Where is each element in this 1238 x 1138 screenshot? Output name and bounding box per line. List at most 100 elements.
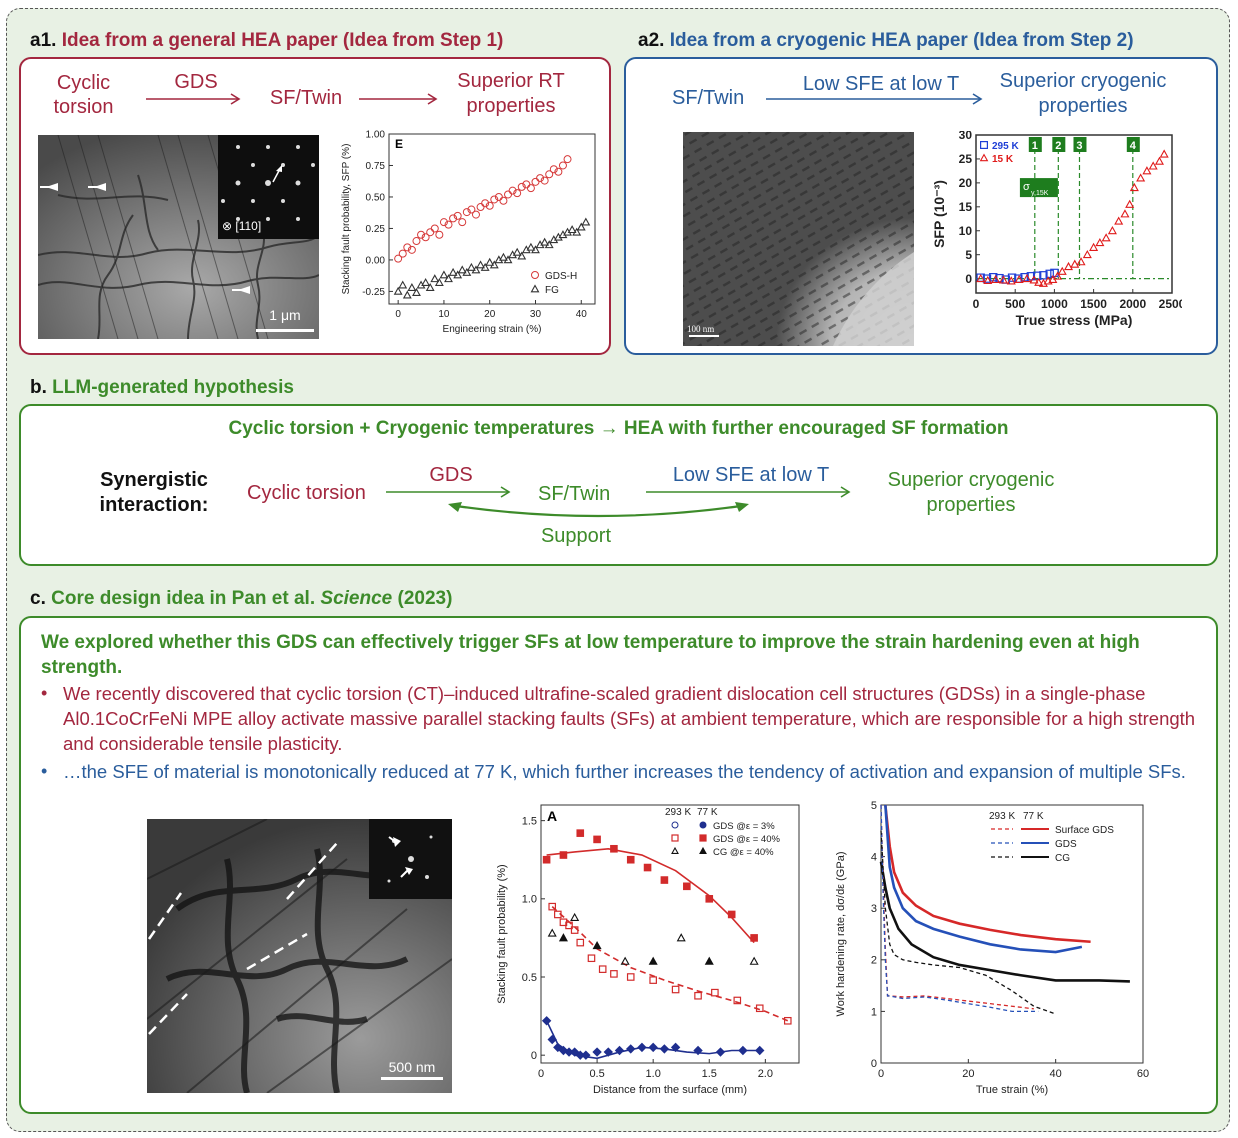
y-tick-label: 30 (959, 131, 973, 142)
x-tick-label: 1.5 (702, 1068, 717, 1080)
x-tick-label: 10 (438, 309, 450, 320)
data-point-gds-40-293k (610, 970, 618, 978)
data-point-FG (444, 274, 453, 283)
data-point-GDS-H (444, 220, 453, 229)
data-point-gds-40-293k (570, 926, 579, 934)
a1-zone-axis-label: ⊗ [110] (222, 219, 262, 233)
x-tick-label: 20 (962, 1068, 974, 1080)
data-point-GDS-H (526, 184, 535, 193)
stage-box (1126, 137, 1140, 152)
x-tick-label: 2.0 (758, 1068, 773, 1080)
legend-head-77k: 77 K (697, 807, 718, 818)
data-point-cg-40 (570, 912, 580, 922)
y-tick-label: 1.0 (522, 894, 537, 906)
y-tick-label: 1.00 (366, 130, 386, 141)
data-point-FG (489, 260, 499, 269)
data-point-15 K (1107, 226, 1117, 235)
data-point-gds-40-77k (727, 910, 736, 919)
heading-a1: a1. Idea from a general HEA paper (Idea … (30, 30, 503, 52)
data-point-FG (421, 277, 431, 286)
data-point-gds-3 (738, 1045, 748, 1056)
data-point-gds-3 (693, 1045, 703, 1056)
legend-marker-295 K (979, 141, 988, 150)
heading-c-text: Core design idea in Pan et al. (51, 588, 316, 609)
data-point-GDS-H (545, 170, 554, 179)
y-tick-label: 5 (871, 800, 877, 812)
data-point-FG (567, 225, 577, 234)
data-point-gds-40-293k (565, 921, 573, 930)
heading-c-year: (2023) (397, 588, 453, 609)
data-point-15 K (1006, 276, 1016, 285)
data-point-GDS-H (403, 243, 412, 252)
legend-label: GDS (1055, 839, 1077, 850)
data-point-gds-3 (569, 1047, 580, 1057)
x-axis-label: True strain (%) (976, 1084, 1048, 1096)
c-bullet2-marker: • (41, 761, 48, 781)
c-bullet1-marker: • (41, 683, 48, 703)
data-point-gds-3 (614, 1045, 625, 1056)
data-point-GDS-H (430, 224, 439, 233)
data-point-FG (453, 270, 463, 279)
y-tick-label: 0.25 (366, 224, 386, 235)
fit-curve (551, 906, 789, 1022)
panel-b: Cyclic torsion + Cryogenic temperatures … (19, 404, 1218, 566)
plot-frame (388, 133, 596, 305)
c-bullet2: …the SFE of material is monotonically re… (63, 761, 1186, 782)
a1-superior-rt: Superior RT properties (457, 70, 565, 117)
data-point-gds-3 (553, 1042, 563, 1053)
a2-arrow-1 (766, 93, 983, 105)
data-point-gds-40-293k (783, 1016, 792, 1025)
data-point-gds-3 (592, 1047, 602, 1057)
legend-marker-77k (699, 846, 707, 854)
a1-scalebar (256, 329, 314, 332)
data-point-gds-3 (659, 1044, 670, 1054)
data-point-15 K (1159, 149, 1169, 158)
legend-label: GDS @ε = 40% (713, 834, 780, 845)
data-point-gds-40-77k (705, 895, 714, 903)
data-point-FG (517, 251, 527, 260)
data-point-GDS-H (449, 214, 458, 223)
data-point-cg-40 (547, 928, 557, 937)
data-point-FG (393, 286, 403, 295)
chart-work-hardening: 0 20 40 60 0 1 2 3 4 5 True strain (%) Work hardeni… (835, 800, 1149, 1096)
heading-a1-text: Idea from a general HEA paper (Idea from… (61, 30, 504, 51)
data-point-FG (512, 247, 522, 256)
c-statement: We explored whether this GDS can effecti… (41, 632, 1140, 678)
data-point-GDS-H (499, 196, 508, 205)
data-point-15 K (1114, 216, 1124, 225)
legend-marker-293k (671, 834, 679, 842)
legend-marker-77k (699, 834, 707, 842)
x-axis-label: Engineering strain (%) (443, 324, 542, 335)
data-point-15 K (1082, 249, 1092, 259)
data-point-gds-40-293k (548, 902, 557, 911)
panel-letter-a: A (547, 808, 557, 824)
data-point-FG (398, 280, 408, 289)
y-axis-label: Work hardening rate, dσ/dε (GPa) (835, 852, 847, 1017)
data-point-gds-40-77k (593, 835, 601, 844)
stage-label: 1 (1032, 140, 1038, 152)
b-arrow-2 (646, 486, 851, 498)
plot-frame (540, 804, 800, 1064)
hypothesis-title: Cyclic torsion + Cryogenic temperatures … (228, 418, 1009, 439)
data-point-gds-3 (547, 1034, 557, 1045)
legend-head-77k: 77 K (1023, 811, 1044, 822)
stage-box (1073, 137, 1087, 152)
legend-label: FG (545, 285, 559, 296)
b-support-label: Support (540, 525, 612, 547)
x-tick-label: 1500 (1080, 297, 1107, 311)
heading-b-text: LLM-generated hypothesis (52, 377, 294, 398)
stage-box (1028, 137, 1042, 152)
data-point-GDS-H (508, 186, 517, 195)
data-point-GDS-H (554, 167, 563, 176)
x-tick-label: 500 (1005, 297, 1025, 311)
series-line-GDS 77 K (884, 804, 1083, 954)
data-point-gds-40-293k (711, 988, 719, 997)
data-point-cg-40 (676, 933, 686, 942)
data-point-FG (572, 227, 582, 236)
x-tick-label: 0 (878, 1068, 884, 1080)
data-point-FG (581, 217, 591, 226)
heading-a2-prefix: a2. (638, 30, 665, 51)
data-point-gds-3 (755, 1045, 765, 1056)
data-point-15 K (1120, 209, 1130, 218)
y-tick-label: 1 (871, 1006, 877, 1018)
